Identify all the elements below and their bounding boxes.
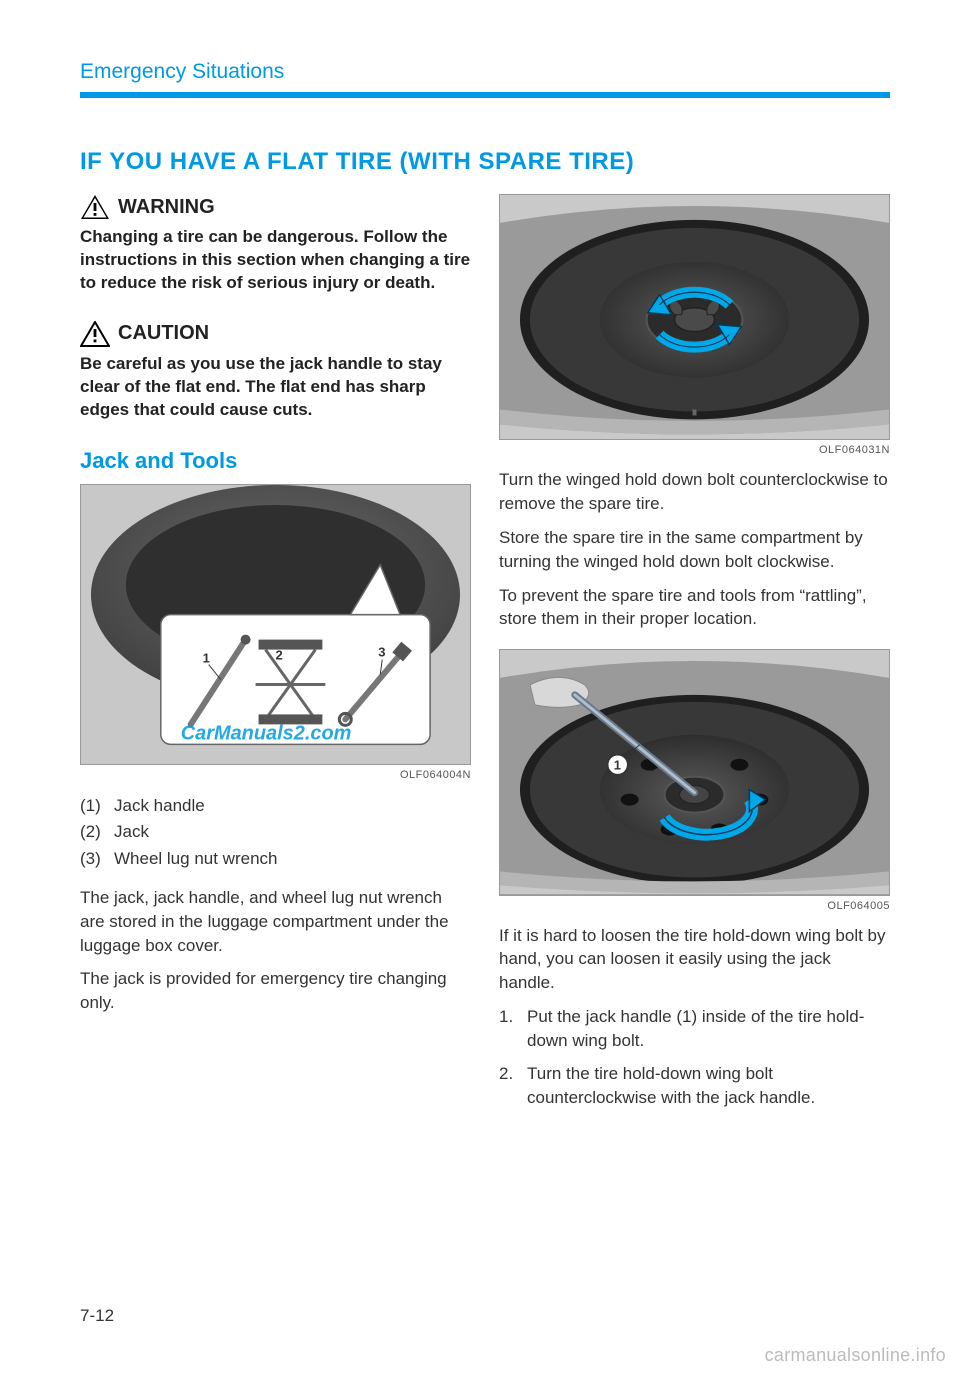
step-text: Put the jack handle (1) inside of the ti… — [527, 1005, 890, 1053]
section-header: Emergency Situations — [80, 60, 890, 84]
fig1-label-3: 3 — [378, 644, 385, 659]
body-text: The jack, jack handle, and wheel lug nut… — [80, 886, 471, 957]
step-text: Turn the tire hold-down wing bolt counte… — [527, 1062, 890, 1110]
warning-header: WARNING — [80, 194, 471, 220]
tool-num: (3) — [80, 846, 108, 872]
tool-list-item: (2) Jack — [80, 819, 471, 845]
body-text: Store the spare tire in the same compart… — [499, 526, 890, 574]
caution-text: Be careful as you use the jack handle to… — [80, 353, 471, 422]
page-number: 7-12 — [80, 1306, 114, 1326]
figure1-code: OLF064004N — [80, 769, 471, 781]
figure3-code: OLF064005 — [499, 900, 890, 912]
figure-watermark: CarManuals2.com — [181, 722, 352, 744]
left-column: WARNING Changing a tire can be dangerous… — [80, 194, 471, 1110]
tool-label: Jack handle — [114, 793, 205, 819]
body-text: If it is hard to loosen the tire hold-do… — [499, 924, 890, 995]
caution-header: CAUTION — [80, 321, 471, 347]
step-item: 2. Turn the tire hold-down wing bolt cou… — [499, 1062, 890, 1110]
body-text: The jack is provided for emergency tire … — [80, 967, 471, 1015]
fig3-label-1: 1 — [614, 758, 621, 773]
subheading-jack-tools: Jack and Tools — [80, 448, 471, 474]
step-item: 1. Put the jack handle (1) inside of the… — [499, 1005, 890, 1053]
footer-watermark: carmanualsonline.info — [765, 1345, 946, 1366]
body-text: Turn the winged hold down bolt countercl… — [499, 468, 890, 516]
header-rule — [80, 92, 890, 98]
step-num: 2. — [499, 1062, 519, 1110]
tool-list-item: (1) Jack handle — [80, 793, 471, 819]
tool-label: Wheel lug nut wrench — [114, 846, 277, 872]
tool-label: Jack — [114, 819, 149, 845]
tool-num: (2) — [80, 819, 108, 845]
figure-jack-tools: 1 2 3 CarManuals2.com — [80, 484, 471, 765]
figure2-code: OLF064031N — [499, 444, 890, 456]
tool-num: (1) — [80, 793, 108, 819]
figure-jack-handle-bolt: 1 — [499, 649, 890, 895]
body-text: To prevent the spare tire and tools from… — [499, 584, 890, 632]
fig1-label-1: 1 — [203, 650, 210, 665]
tool-list-item: (3) Wheel lug nut wrench — [80, 846, 471, 872]
warning-text: Changing a tire can be dangerous. Follow… — [80, 226, 471, 295]
fig1-label-2: 2 — [276, 647, 283, 662]
right-column: OLF064031N Turn the winged hold down bol… — [499, 194, 890, 1110]
warning-label: WARNING — [118, 196, 215, 219]
caution-icon — [80, 321, 110, 347]
page-title: IF YOU HAVE A FLAT TIRE (WITH SPARE TIRE… — [80, 148, 890, 176]
figure-spare-bolt — [499, 194, 890, 440]
caution-label: CAUTION — [118, 322, 209, 345]
warning-icon — [80, 194, 110, 220]
step-num: 1. — [499, 1005, 519, 1053]
